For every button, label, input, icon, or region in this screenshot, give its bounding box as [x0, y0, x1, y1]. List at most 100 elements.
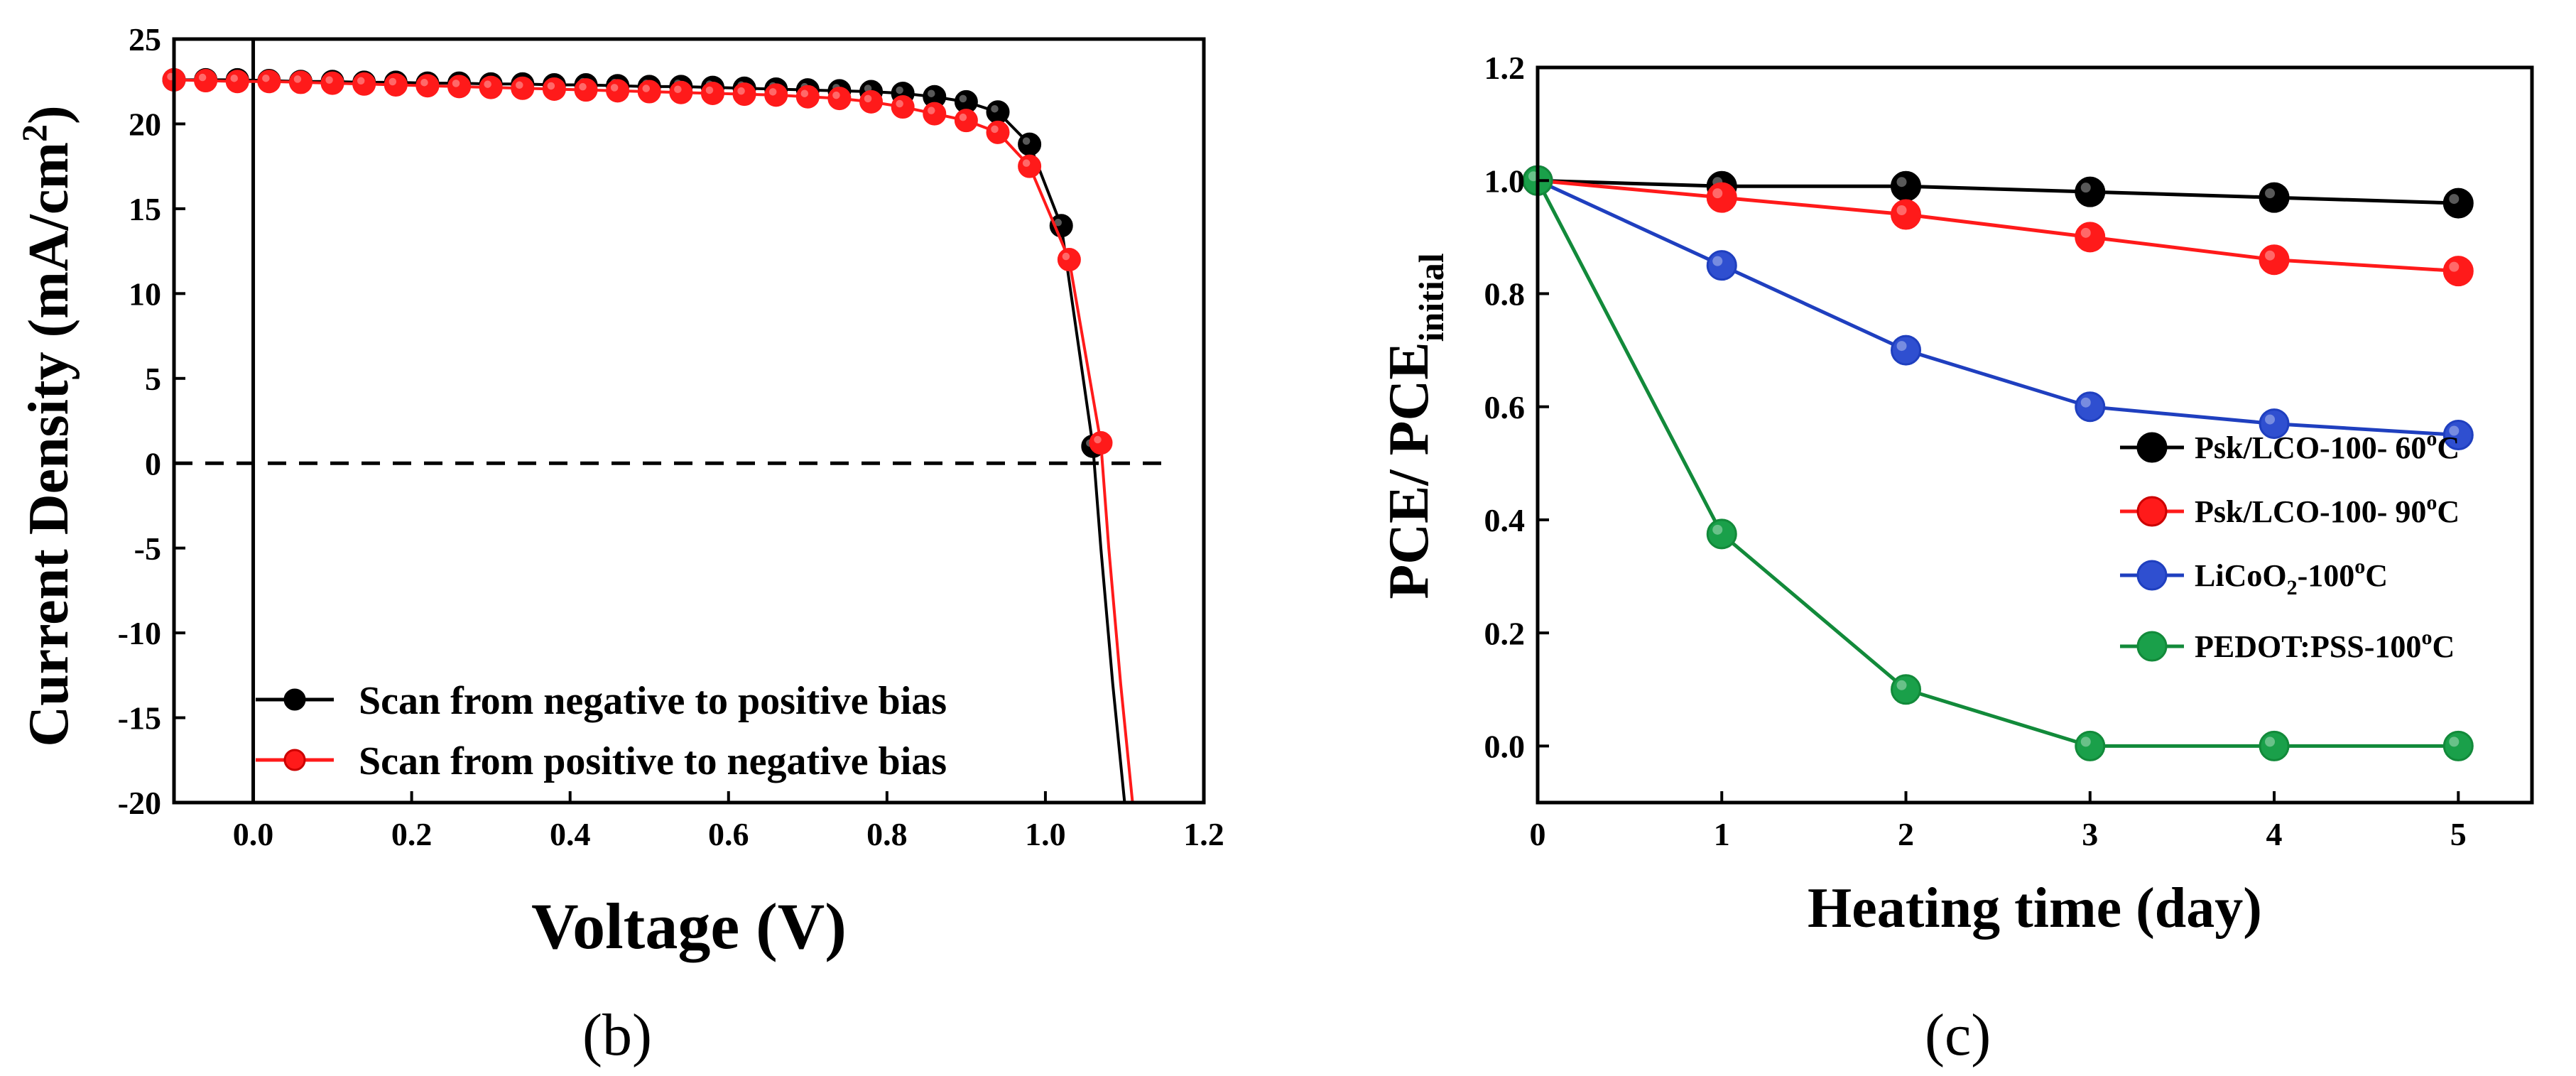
- chart-c-series-2-point: [2259, 244, 2290, 276]
- chart-b-x-tick-label: 0.8: [866, 816, 908, 852]
- chart-c-legend-label-3-sup: o: [2354, 555, 2365, 578]
- chart-c-x-tick-label: 0: [1530, 816, 1546, 852]
- chart-c-legend-label-2-main: Psk/LCO-100- 90: [2195, 494, 2426, 529]
- chart-b: 0.0 0.2 0.4 0.6 0.8 1.0 1.2 -20 -15 -10 -5 0 5 10 15 2…: [14, 21, 1224, 1068]
- chart-b-x-tick-label: 0.2: [391, 816, 433, 852]
- chart-c-series-3-point-highlight: [2449, 425, 2460, 436]
- chart-c-y-tick-label: 0.0: [1484, 728, 1526, 764]
- chart-b-reference-lines: [174, 39, 1165, 803]
- chart-c-series-1-line: [1537, 178, 2459, 205]
- chart-b-y-tick-label: -20: [118, 785, 161, 821]
- chart-b-series-2-point-highlight: [579, 82, 587, 91]
- chart-b-series-2-point-highlight: [1022, 159, 1031, 167]
- chart-b-series-2-point-highlight: [198, 73, 207, 82]
- chart-b-series-2-point: [795, 85, 820, 109]
- chart-b-series-2-point-highlight: [230, 74, 238, 82]
- chart-b-series-2-point: [700, 81, 724, 105]
- chart-c-y-axis-title: PCE/ PCEinitial: [1378, 253, 1451, 599]
- chart-b-series-2-point: [764, 83, 788, 107]
- chart-c-legend-entry-1: Psk/LCO-100- 60oC: [2120, 427, 2460, 465]
- chart-b-series-2-point-highlight: [357, 77, 365, 85]
- chart-c-series-4-point: [2442, 730, 2474, 761]
- chart-c-x-tick-label: 5: [2450, 816, 2467, 852]
- chart-c-series-2-point-highlight: [1712, 188, 1723, 199]
- chart-b-plot-frame: [172, 37, 1206, 805]
- chart-c-legend-marker-1: [2136, 432, 2168, 463]
- chart-b-series-1-point: [986, 100, 1010, 124]
- chart-b-series-2-point: [257, 70, 281, 94]
- chart-b-series-2-point-highlight: [484, 80, 491, 88]
- chart-b-series-2-point: [606, 79, 630, 103]
- chart-c-legend-label-3-sub: 2: [2287, 576, 2298, 599]
- chart-c-series-3-point: [2259, 408, 2290, 440]
- chart-b-x-tick-label: 1.0: [1025, 816, 1066, 852]
- chart-b-series-2-point: [288, 70, 313, 94]
- chart-b-x-tick-label: 0.6: [708, 816, 749, 852]
- chart-c-legend-label-2: Psk/LCO-100- 90oC: [2195, 491, 2460, 529]
- chart-c-series-4-line: [1536, 180, 2459, 748]
- chart-c-series-2-point-highlight: [2080, 227, 2091, 238]
- chart-c-legend-label-3-main: LiCoO: [2195, 558, 2287, 593]
- chart-c-series-2-point: [1891, 199, 1922, 230]
- chart-c-legend-label-4: PEDOT:PSS-100oC: [2195, 626, 2455, 664]
- chart-b-series-2-point: [891, 95, 915, 119]
- chart-b-series-2-point-highlight: [547, 82, 555, 90]
- chart-b-y-axis-title-main: Current Density (mA/cm: [18, 142, 80, 747]
- chart-b-series-1-point-highlight: [1054, 219, 1062, 227]
- chart-b-series-2-point-highlight: [1094, 435, 1102, 444]
- chart-b-series-2-point: [986, 120, 1010, 144]
- chart-c-legend-label-4-tail: C: [2432, 629, 2455, 664]
- chart-c-series-4-point-highlight: [2080, 737, 2091, 747]
- chart-b-y-axis-title-tail: ): [18, 105, 80, 124]
- chart-c-y-axis: 0.0 0.2 0.4 0.6 0.8 1.0 1.2: [1484, 50, 1549, 764]
- chart-c-legend-marker-2: [2136, 496, 2168, 527]
- chart-b-series-2-point: [384, 73, 408, 97]
- chart-b-series-2-point-highlight: [768, 88, 777, 96]
- chart-c-series-2-point-highlight: [2265, 250, 2276, 261]
- chart-c-legend-label-3: LiCoO2-100oC: [2195, 555, 2388, 599]
- chart-c-series-1-point-highlight: [2080, 183, 2091, 193]
- chart-b-y-tick-label: 25: [129, 21, 161, 58]
- chart-b-series-2-point: [923, 102, 947, 126]
- chart-b-series-2-point-highlight: [896, 99, 903, 108]
- chart-b-series-2-point: [194, 69, 218, 93]
- chart-c-legend-label-3-tail: C: [2365, 558, 2388, 593]
- chart-b-series-2-point: [1018, 154, 1042, 178]
- chart-b-series-2-point-highlight: [959, 113, 967, 121]
- chart-c-series-1-point: [2442, 188, 2474, 219]
- chart-b-x-tick-label: 0.4: [550, 816, 591, 852]
- chart-c-series-3-point: [1891, 335, 1922, 366]
- chart-b-series-2-point-highlight: [705, 86, 714, 94]
- chart-c-series-3-point-highlight: [2265, 414, 2276, 425]
- chart-b-series-2-point-highlight: [642, 85, 650, 92]
- chart-c-x-axis-title: Heating time (day): [1808, 877, 2262, 940]
- chart-b-series-2-point: [1089, 431, 1113, 455]
- chart-c-x-tick-label: 1: [1714, 816, 1730, 852]
- chart-b-series-2-point: [415, 74, 440, 98]
- chart-c-series-4-point: [2259, 730, 2290, 761]
- chart-b-series-2-point-highlight: [800, 89, 809, 97]
- chart-c-y-tick-label: 0.2: [1484, 615, 1526, 651]
- chart-b-series-2-point-highlight: [293, 75, 302, 83]
- chart-b-series-2-point: [479, 75, 503, 99]
- chart-c-x-axis: 0 1 2 3 4 5: [1530, 791, 2467, 852]
- chart-b-legend: Scan from negative to positive bias Scan…: [256, 679, 947, 783]
- chart-b-series-1-point-highlight: [896, 86, 903, 94]
- chart-b-series-2-point: [637, 80, 661, 104]
- chart-b-series-2-point-highlight: [610, 84, 619, 92]
- chart-b-series-2-point-highlight: [420, 78, 428, 87]
- chart-c-series-1-point-highlight: [2265, 188, 2276, 199]
- chart-b-series-2-point: [225, 70, 249, 94]
- chart-b-series-2-point: [859, 89, 884, 114]
- chart-c-series-3-line: [1536, 178, 2459, 437]
- chart-b-series-2-point-highlight: [325, 76, 333, 84]
- chart-b-y-tick-label: -5: [134, 531, 161, 567]
- chart-b-series-2-point-highlight: [832, 91, 840, 99]
- chart-c-legend-label-1-tail: C: [2437, 430, 2460, 465]
- chart-b-legend-label-2: Scan from positive to negative bias: [359, 739, 947, 783]
- chart-b-series-2-point: [542, 77, 566, 101]
- chart-c-legend-label-1-main: Psk/LCO-100- 60: [2195, 430, 2426, 465]
- chart-b-y-axis: -20 -15 -10 -5 0 5 10 15 20 25: [118, 21, 185, 821]
- chart-c-series-3-point: [2442, 420, 2474, 450]
